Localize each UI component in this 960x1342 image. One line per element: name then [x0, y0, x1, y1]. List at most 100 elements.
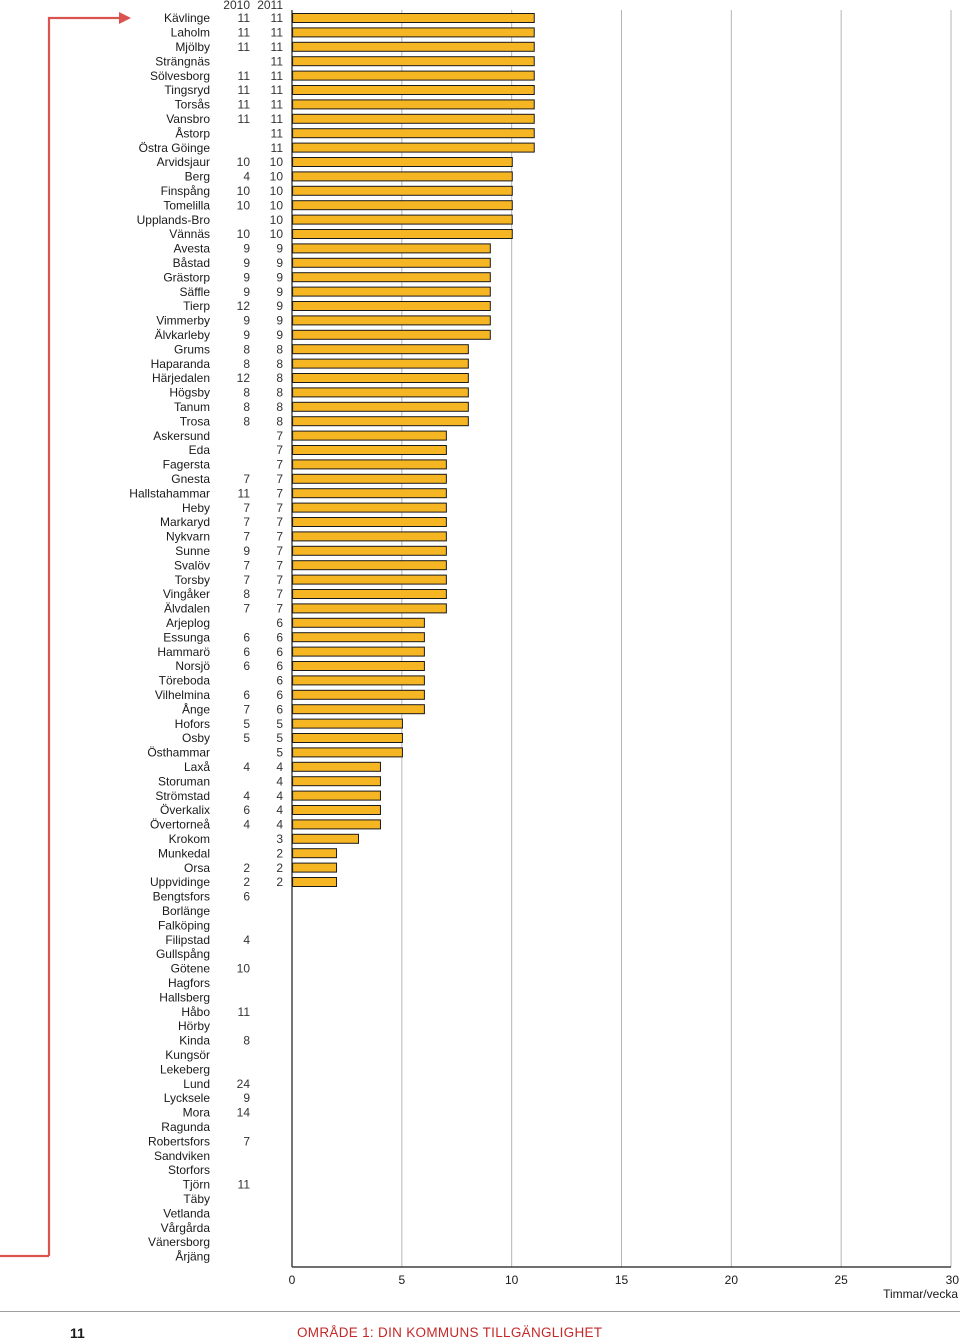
table-row: Norsjö 6 6	[175, 659, 425, 673]
municipality-label: Lund	[183, 1077, 210, 1091]
municipality-label: Uppvidinge	[150, 875, 210, 889]
value-2011: 9	[276, 299, 283, 313]
table-row: Östra Göinge 11	[139, 141, 535, 155]
bar	[292, 877, 338, 887]
bar	[292, 517, 447, 527]
bar	[292, 531, 447, 542]
column-header-2010: 2010	[223, 0, 250, 12]
highlight-arrow	[0, 12, 131, 1258]
bar	[292, 430, 447, 441]
arrow-line	[47, 16, 122, 1256]
table-row: Tierp 12 9	[183, 299, 491, 313]
bar	[292, 545, 447, 556]
municipality-label: Östhammar	[147, 746, 210, 760]
table-row: Hallstahammar 11 7	[129, 486, 447, 500]
table-row: Övertorneå 4 4	[150, 818, 381, 832]
value-2010: 9	[243, 1091, 250, 1105]
municipality-label: Gnesta	[171, 472, 210, 486]
value-2010: 6	[243, 659, 250, 673]
value-2011: 5	[276, 717, 283, 731]
value-2010: 7	[243, 573, 250, 587]
municipality-label: Mjölby	[175, 40, 210, 54]
value-2010: 4	[243, 933, 250, 947]
table-row: Storuman 4	[158, 774, 381, 788]
value-2010: 6	[243, 645, 250, 659]
value-2011: 8	[276, 371, 283, 385]
municipality-label: Norsjö	[175, 659, 210, 673]
bar	[292, 387, 469, 398]
table-row: Åstorp 11	[175, 125, 535, 140]
table-row: Eda 7	[189, 443, 447, 457]
bar	[292, 718, 403, 729]
value-2011: 8	[276, 414, 283, 428]
municipality-label: Arvidsjaur	[157, 155, 210, 169]
municipality-label: Tanum	[174, 400, 210, 414]
value-2010: 24	[237, 1077, 251, 1091]
value-2010: 8	[243, 386, 250, 400]
value-2010: 7	[243, 558, 250, 572]
table-row: Hammarö 6 6	[157, 645, 425, 659]
municipality-label: Ånge	[182, 701, 210, 716]
table-row: Vingåker 8 7	[163, 587, 447, 601]
table-row: Torsby 7 7	[175, 573, 447, 587]
x-tick-label-10: 10	[505, 1273, 519, 1287]
bar	[292, 401, 469, 412]
value-2011: 6	[276, 630, 283, 644]
municipality-label: Håbo	[181, 1005, 210, 1019]
table-row: Härjedalen 12 8	[152, 371, 469, 385]
value-2010: 4	[243, 818, 250, 832]
value-2011: 11	[271, 112, 284, 126]
municipality-label: Tjörn	[183, 1178, 210, 1192]
table-row: Vetlanda	[163, 1206, 210, 1220]
value-2011: 11	[271, 54, 284, 68]
value-2010: 10	[237, 198, 251, 212]
value-2010: 9	[243, 256, 250, 270]
municipality-label: Filipstad	[165, 933, 210, 947]
table-row: Håbo 11	[181, 1005, 250, 1019]
bar	[292, 229, 513, 239]
value-2010: 10	[237, 155, 251, 169]
bar	[292, 747, 403, 758]
municipality-label: Strömstad	[155, 789, 210, 803]
municipality-label: Hallstahammar	[129, 486, 210, 500]
table-row: Markaryd 7 7	[160, 515, 447, 529]
value-2011: 7	[276, 558, 283, 572]
municipality-label: Osby	[182, 731, 210, 745]
table-row: Falköping	[158, 918, 210, 932]
table-row: Uppvidinge 2 2	[150, 875, 338, 889]
bar	[292, 13, 535, 23]
value-2010: 9	[243, 270, 250, 284]
value-2011: 10	[270, 198, 284, 212]
value-2010: 8	[243, 400, 250, 414]
table-row: Laholm 11 11	[171, 26, 535, 40]
value-2011: 6	[276, 702, 283, 716]
value-2011: 6	[276, 674, 283, 688]
municipality-label: Trosa	[180, 414, 211, 428]
value-2010: 6	[243, 890, 250, 904]
table-row: Säffle 9 9	[180, 285, 491, 299]
municipality-label: Arjeplog	[166, 616, 210, 630]
municipality-label: Ragunda	[161, 1120, 210, 1134]
bar	[292, 661, 425, 671]
bar	[292, 416, 469, 427]
value-2011: 4	[276, 774, 283, 788]
municipality-label: Torsås	[175, 98, 210, 112]
municipality-label: Årjäng	[175, 1249, 210, 1264]
municipality-label: Borlänge	[162, 904, 210, 918]
municipality-label: Laholm	[171, 26, 210, 40]
value-2010: 9	[243, 544, 250, 558]
value-2011: 11	[271, 141, 284, 155]
value-2011: 2	[276, 875, 283, 889]
municipality-label: Eda	[189, 443, 211, 457]
bar	[292, 257, 491, 268]
value-2011: 11	[271, 69, 284, 83]
table-row: Lycksele 9	[164, 1091, 251, 1105]
value-2011: 10	[270, 155, 284, 169]
bar	[292, 373, 469, 383]
table-row: Svalöv 7 7	[174, 558, 447, 572]
value-2010: 9	[243, 242, 250, 256]
value-2010: 7	[243, 501, 250, 515]
table-row: Borlänge	[162, 904, 210, 918]
value-2011: 10	[270, 227, 284, 241]
bar	[292, 675, 425, 686]
